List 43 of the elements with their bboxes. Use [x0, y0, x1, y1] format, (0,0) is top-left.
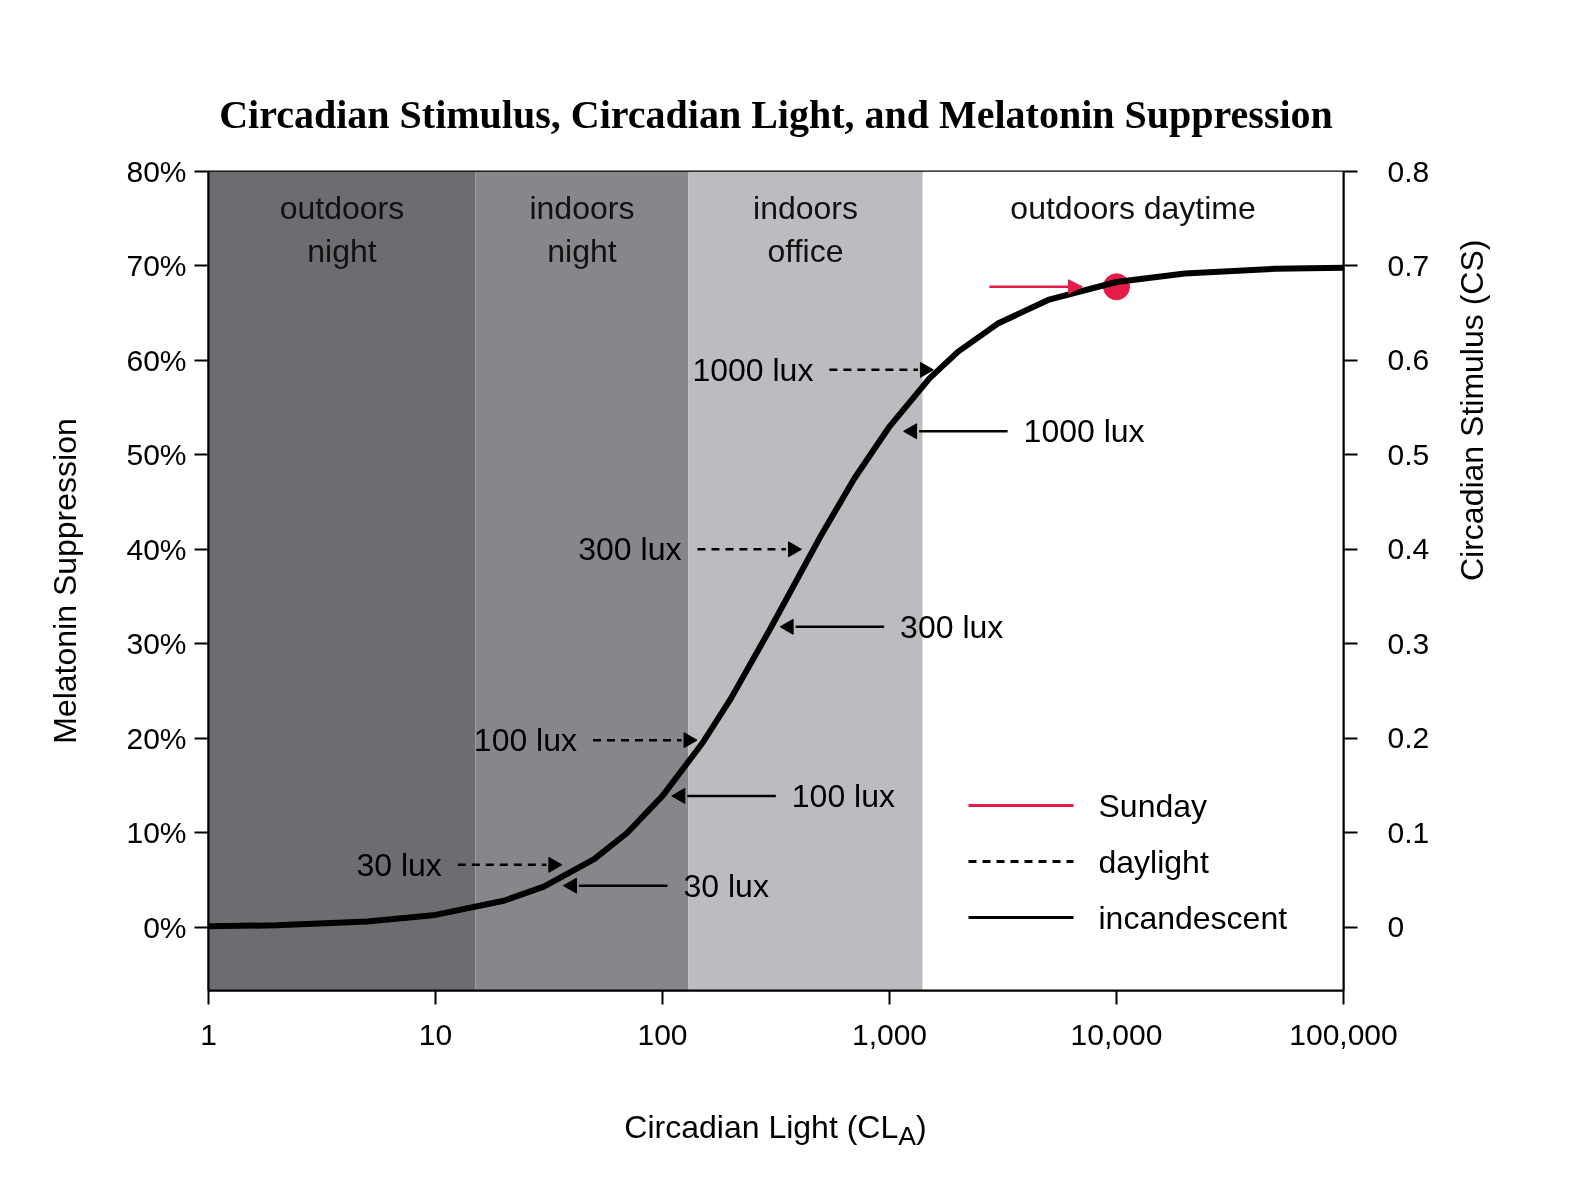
x-tick-label: 1,000	[851, 1017, 928, 1051]
y-tick-label: 80%	[126, 155, 187, 188]
chart-title: Circadian Stimulus, Circadian Light, and Melatonin Suppression	[219, 91, 1333, 137]
x-axis-title: Circadian Light (CL$_{A}$)	[624, 1108, 927, 1154]
y2-tick-label: 0.5	[1387, 437, 1430, 471]
y-tick-label: 60%	[126, 343, 187, 377]
y-tick-label: 70%	[126, 249, 187, 283]
y2-tick-label: 0.8	[1387, 154, 1430, 188]
legend-label: daylight	[1098, 843, 1209, 880]
annotation: 30 lux	[356, 846, 442, 883]
annotation: 1000 lux	[692, 351, 814, 388]
y-tick-label: 40%	[126, 532, 187, 566]
y-tick-label: 10%	[126, 816, 187, 850]
x-tick-label: 10	[418, 1017, 453, 1051]
band-label: indoors office	[753, 189, 858, 269]
annotation: 300 lux	[578, 531, 682, 568]
band-label: outdoors daytime	[1010, 189, 1256, 226]
y2-tick-label: 0	[1387, 910, 1405, 944]
x-tick-label: 100,000	[1289, 1017, 1398, 1051]
y2-axis-title: Circadian Stimulus (CS)	[1454, 239, 1491, 581]
x-tick-label: 100	[637, 1017, 688, 1051]
y2-tick-label: 0.4	[1387, 532, 1430, 566]
y2-tick-label: 0.6	[1387, 343, 1430, 377]
y-axis-title: Melatonin Suppression	[47, 418, 84, 744]
y-tick-label: 50%	[126, 438, 187, 472]
annotation: 100 lux	[473, 722, 578, 759]
y-tick-label: 0%	[143, 910, 187, 944]
x-tick-label: 10,000	[1070, 1017, 1163, 1051]
y-tick-label: 30%	[126, 627, 187, 661]
y2-tick-label: 0.1	[1387, 815, 1430, 849]
annotation: 30 lux	[683, 867, 769, 904]
y2-tick-label: 0.3	[1387, 626, 1430, 660]
annotation: 300 lux	[900, 608, 1004, 645]
x-tick-label: 1	[200, 1017, 217, 1051]
legend-label: Sunday	[1098, 787, 1208, 824]
annotation: 1000 lux	[1023, 413, 1145, 450]
band-label: outdoors night	[279, 189, 405, 269]
y2-tick-label: 0.2	[1387, 721, 1430, 755]
y-tick-label: 20%	[126, 721, 187, 755]
annotation: 100 lux	[791, 777, 895, 814]
band-label: indoors night	[529, 189, 635, 269]
legend-label: incandescent	[1098, 899, 1288, 936]
y2-tick-label: 0.7	[1387, 248, 1430, 282]
